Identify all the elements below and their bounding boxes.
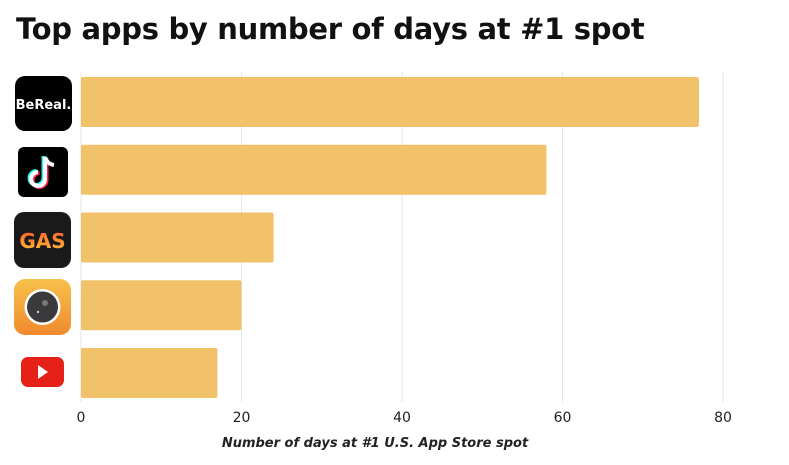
bar-tiktok	[81, 144, 547, 195]
x-axis-label: Number of days at #1 U.S. App Store spot	[222, 436, 529, 451]
x-tick-label: 40	[393, 410, 411, 426]
chart-title: Top apps by number of days at #1 spot	[16, 12, 645, 46]
tiktok-icon	[18, 147, 68, 197]
gas-icon: GAS	[14, 212, 71, 268]
bar-youtube	[81, 348, 218, 398]
x-tick-label: 60	[554, 410, 572, 426]
bereal-logo-text: BeReal.	[16, 98, 72, 113]
bar-camera-app	[81, 280, 242, 331]
x-tick-label: 80	[714, 410, 732, 426]
x-tick-label: 0	[77, 410, 86, 426]
camera-app-icon	[14, 279, 71, 335]
bar-gas	[81, 212, 274, 263]
bereal-icon: BeReal.	[15, 76, 72, 131]
youtube-icon	[21, 357, 64, 387]
bar-bereal	[81, 77, 699, 127]
gas-logo-text: GAS	[19, 229, 65, 253]
x-tick-label: 20	[233, 410, 251, 426]
